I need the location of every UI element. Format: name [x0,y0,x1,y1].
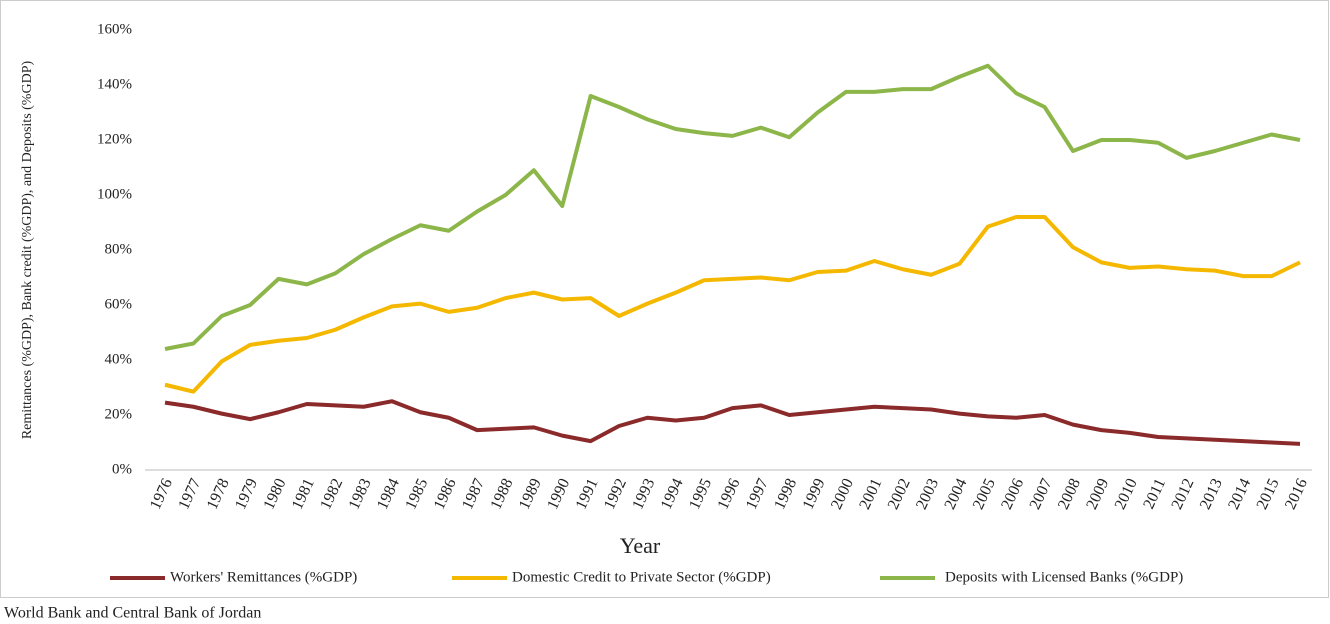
y-axis-title: Remittances (%GDP), Bank credit (%GDP), … [20,60,35,440]
x-tick-label: 2005 [970,476,999,512]
legend-label: Workers' Remittances (%GDP) [170,569,357,585]
x-tick-label: 2010 [1112,476,1141,512]
x-tick-label: 1991 [573,476,602,512]
x-tick-label: 2015 [1254,476,1283,512]
y-tick-label: 100% [97,186,132,202]
legend-label: Domestic Credit to Private Sector (%GDP) [512,569,771,585]
x-tick-label: 2014 [1225,476,1254,512]
x-tick-label: 2003 [913,476,942,512]
x-tick-label: 1996 [715,476,744,512]
x-tick-label: 1982 [317,476,346,512]
x-tick-label: 1979 [232,476,261,512]
series-line [164,63,1301,351]
x-tick-label: 1995 [686,476,715,512]
x-tick-label: 2011 [1140,476,1169,512]
x-tick-label: 1992 [601,476,630,512]
x-tick-label: 2001 [856,476,885,512]
x-tick-label: 1976 [147,476,176,512]
caption: World Bank and Central Bank of Jordan [4,605,261,622]
y-tick-label: 0% [112,461,132,477]
x-axis-title: Year [620,533,661,558]
y-tick-label: 40% [105,351,133,367]
x-tick-label: 1977 [175,476,204,512]
x-tick-label: 1989 [516,476,545,512]
x-tick-label: 1985 [402,476,431,512]
x-tick-label: 1993 [629,476,658,512]
x-tick-label: 1983 [346,476,375,512]
series-line [164,399,1301,446]
frame [0,0,1329,598]
x-tick-label: 2007 [1027,476,1056,512]
x-tick-label: 2009 [1083,476,1112,512]
y-tick-label: 80% [105,241,133,257]
x-tick-label: 2002 [885,476,914,512]
y-tick-label: 20% [105,406,133,422]
x-tick-label: 1988 [488,476,517,512]
x-tick-label: 2012 [1169,476,1198,512]
x-tick-label: 1999 [800,476,829,512]
x-tick-label: 2016 [1282,476,1311,512]
x-tick-label: 1984 [374,476,403,512]
x-tick-label: 1986 [431,476,460,512]
x-tick-label: 2004 [942,476,971,512]
y-tick-label: 120% [97,131,132,147]
x-tick-label: 1981 [289,476,318,512]
series-line [164,215,1301,394]
x-tick-label: 2008 [1055,476,1084,512]
legend-label: Deposits with Licensed Banks (%GDP) [945,569,1183,585]
y-tick-label: 60% [105,296,133,312]
x-tick-label: 2000 [828,476,857,512]
x-tick-label: 1998 [771,476,800,512]
x-tick-label: 2013 [1197,476,1226,512]
y-tick-label: 160% [97,21,132,37]
x-tick-label: 1990 [544,476,573,512]
x-tick-label: 1994 [658,476,687,512]
x-tick-label: 1997 [743,476,772,512]
x-tick-label: 1978 [204,476,233,512]
x-tick-label: 2006 [998,476,1027,512]
x-tick-label: 1987 [459,476,488,512]
x-tick-label: 1980 [261,476,290,512]
y-tick-label: 140% [97,76,132,92]
